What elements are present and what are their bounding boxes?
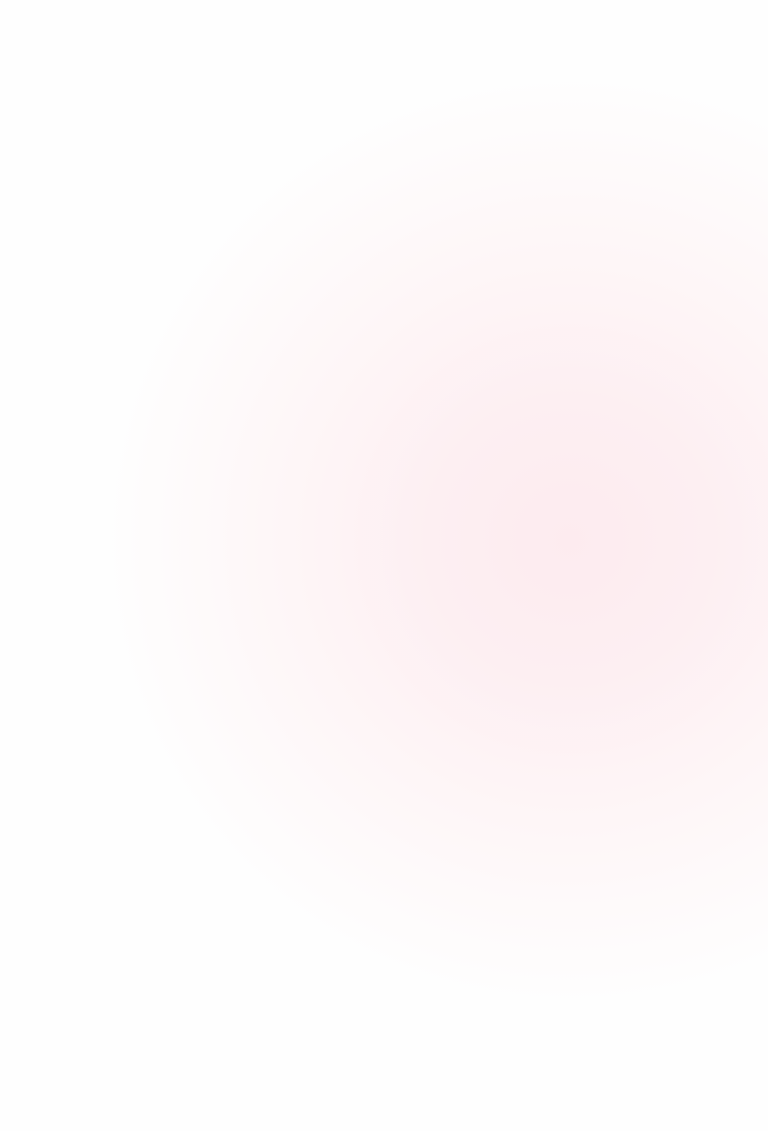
page-background (0, 0, 768, 1131)
background-glow (0, 0, 768, 1131)
glow-area (0, 0, 768, 1131)
